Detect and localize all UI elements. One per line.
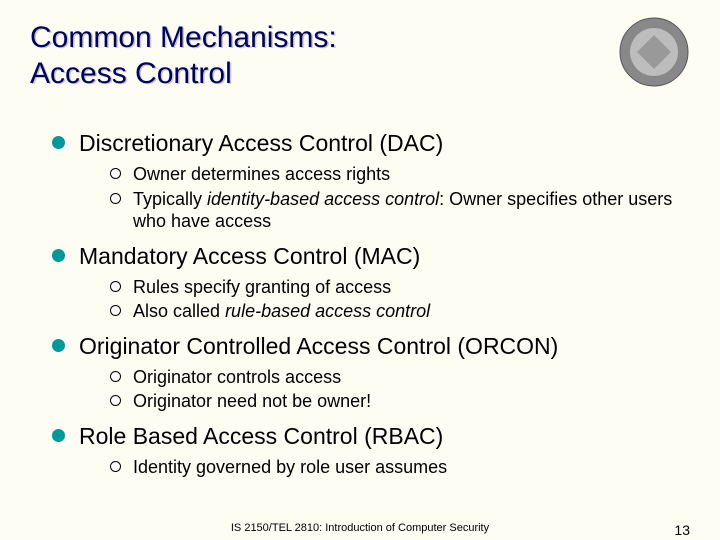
bullet-icon (52, 429, 65, 442)
title-text: Common Mechanisms: Common Mechanisms: Ac… (30, 20, 590, 96)
list-item-text: Originator controls access (133, 366, 341, 389)
bullet-icon (52, 249, 65, 262)
slide-body: Discretionary Access Control (DAC) Owner … (30, 130, 690, 478)
list-item: Identity governed by role user assumes (110, 456, 690, 479)
hollow-bullet-icon (110, 461, 121, 472)
list-item-text: Originator need not be owner! (133, 390, 371, 413)
list-item: Owner determines access rights (110, 163, 690, 186)
hollow-bullet-icon (110, 305, 121, 316)
section-heading-text: Role Based Access Control (RBAC) (79, 423, 443, 450)
svg-text:Access Control: Access Control (30, 57, 232, 90)
list-item: Typically identity-based access control:… (110, 188, 690, 233)
hollow-bullet-icon (110, 193, 121, 204)
section-heading-text: Originator Controlled Access Control (OR… (79, 333, 558, 360)
footer-page-number: 13 (674, 522, 690, 538)
list-item-text: Rules specify granting of access (133, 276, 391, 299)
hollow-bullet-icon (110, 168, 121, 179)
section-heading-text: Mandatory Access Control (MAC) (79, 243, 420, 270)
section-items: Owner determines access rightsTypically … (110, 163, 690, 233)
hollow-bullet-icon (110, 395, 121, 406)
section-heading: Role Based Access Control (RBAC) (52, 423, 690, 450)
section-items: Originator controls accessOriginator nee… (110, 366, 690, 413)
list-item-text: Owner determines access rights (133, 163, 390, 186)
section-heading: Mandatory Access Control (MAC) (52, 243, 690, 270)
section-heading: Discretionary Access Control (DAC) (52, 130, 690, 157)
list-item: Originator need not be owner! (110, 390, 690, 413)
list-item-text: Identity governed by role user assumes (133, 456, 447, 479)
section-items: Rules specify granting of accessAlso cal… (110, 276, 690, 323)
list-item: Originator controls access (110, 366, 690, 389)
list-item-text: Also called rule-based access control (133, 300, 430, 323)
bullet-icon (52, 136, 65, 149)
section-items: Identity governed by role user assumes (110, 456, 690, 479)
section-heading-text: Discretionary Access Control (DAC) (79, 130, 443, 157)
svg-text:Common Mechanisms:: Common Mechanisms: (30, 21, 337, 54)
section-heading: Originator Controlled Access Control (OR… (52, 333, 690, 360)
list-item-text: Typically identity-based access control:… (133, 188, 690, 233)
slide-title: Common Mechanisms: Common Mechanisms: Ac… (30, 20, 690, 104)
list-item: Rules specify granting of access (110, 276, 690, 299)
footer-course-text: IS 2150/TEL 2810: Introduction of Comput… (231, 522, 489, 534)
hollow-bullet-icon (110, 281, 121, 292)
list-item: Also called rule-based access control (110, 300, 690, 323)
hollow-bullet-icon (110, 371, 121, 382)
bullet-icon (52, 339, 65, 352)
slide: Common Mechanisms: Common Mechanisms: Ac… (0, 0, 720, 540)
